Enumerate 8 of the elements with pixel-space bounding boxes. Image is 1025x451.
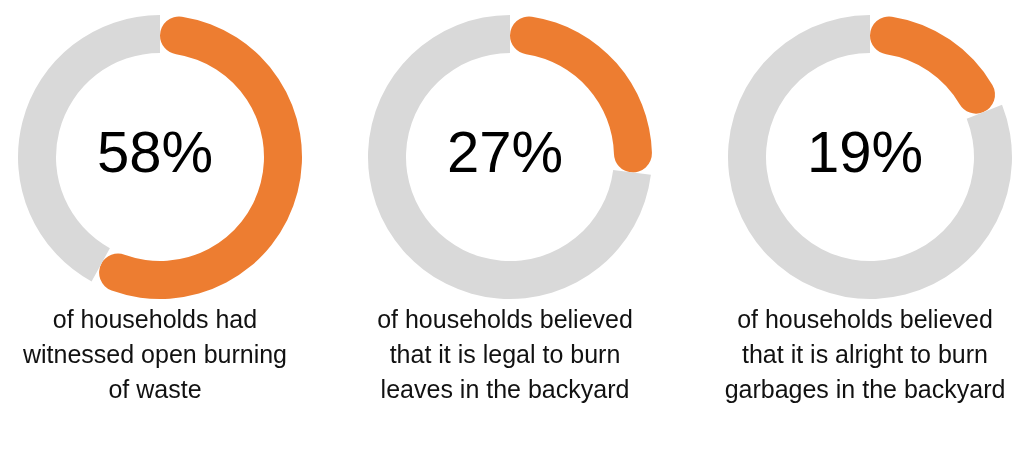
text: 27% — [445, 119, 565, 184]
text: of households believed that it is alright to burn garbages in the backyard — [723, 304, 1007, 405]
text: of households had witnessed open burning of waste — [21, 304, 289, 405]
donut-slice — [99, 16, 302, 299]
text: of households believed that it is legal to burn leaves in the backyard — [376, 304, 634, 405]
text: 58% — [95, 119, 215, 184]
text: 19% — [805, 119, 925, 184]
donut-slice — [368, 15, 651, 299]
